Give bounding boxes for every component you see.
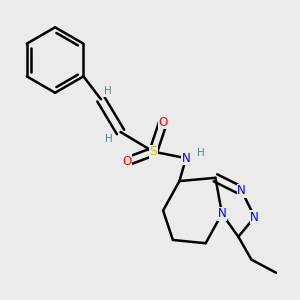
Text: O: O	[158, 116, 168, 129]
Text: N: N	[237, 184, 246, 197]
Text: H: H	[197, 148, 205, 158]
Text: N: N	[218, 207, 226, 220]
Text: S: S	[149, 145, 157, 158]
Text: H: H	[103, 86, 111, 96]
Text: N: N	[182, 152, 190, 165]
Text: O: O	[122, 155, 132, 168]
Text: N: N	[250, 211, 259, 224]
Text: H: H	[105, 134, 113, 143]
